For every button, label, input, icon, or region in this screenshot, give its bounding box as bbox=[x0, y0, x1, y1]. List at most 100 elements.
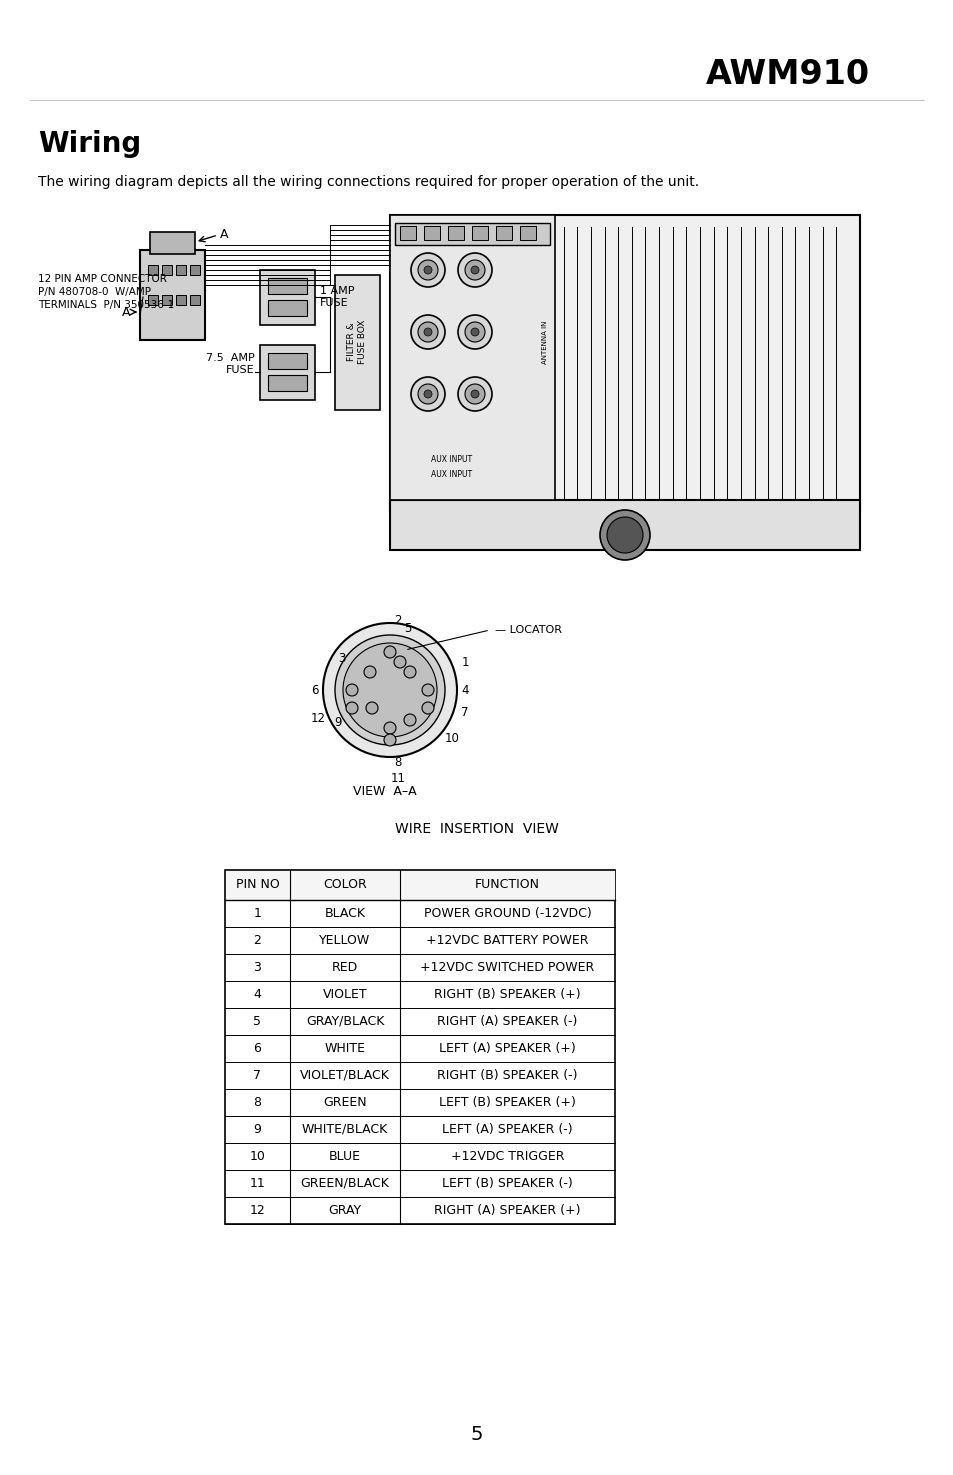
Circle shape bbox=[471, 266, 478, 274]
Text: 5: 5 bbox=[253, 1015, 261, 1028]
Text: The wiring diagram depicts all the wiring connections required for proper operat: The wiring diagram depicts all the wirin… bbox=[38, 176, 699, 189]
Bar bbox=[148, 266, 158, 274]
Text: 10: 10 bbox=[250, 1150, 265, 1162]
Circle shape bbox=[411, 316, 444, 350]
Text: 9: 9 bbox=[334, 715, 341, 729]
Circle shape bbox=[464, 322, 484, 342]
Bar bbox=[390, 215, 555, 500]
Bar bbox=[390, 215, 859, 510]
Bar bbox=[190, 266, 200, 274]
Bar bbox=[190, 295, 200, 305]
Text: +12VDC SWITCHED POWER: +12VDC SWITCHED POWER bbox=[420, 962, 594, 974]
Text: 3: 3 bbox=[253, 962, 261, 974]
Bar bbox=[225, 870, 615, 900]
Text: 6: 6 bbox=[311, 683, 318, 696]
Text: RIGHT (A) SPEAKER (+): RIGHT (A) SPEAKER (+) bbox=[434, 1204, 580, 1217]
Text: 11: 11 bbox=[390, 771, 405, 785]
Text: 7: 7 bbox=[460, 705, 468, 718]
Text: AUX INPUT: AUX INPUT bbox=[431, 471, 472, 479]
Text: +12VDC BATTERY POWER: +12VDC BATTERY POWER bbox=[426, 934, 588, 947]
Bar bbox=[148, 295, 158, 305]
Text: 8: 8 bbox=[394, 755, 401, 768]
Text: 5: 5 bbox=[470, 1425, 483, 1444]
Circle shape bbox=[411, 254, 444, 288]
Text: GRAY: GRAY bbox=[328, 1204, 361, 1217]
Text: Wiring: Wiring bbox=[38, 130, 141, 158]
Text: VIEW  A–A: VIEW A–A bbox=[353, 785, 416, 798]
Circle shape bbox=[457, 378, 492, 412]
Circle shape bbox=[346, 684, 357, 696]
Bar bbox=[260, 270, 314, 324]
Bar bbox=[260, 345, 314, 400]
Text: WHITE/BLACK: WHITE/BLACK bbox=[301, 1122, 388, 1136]
Text: 11: 11 bbox=[250, 1177, 265, 1190]
Text: 7: 7 bbox=[253, 1069, 261, 1083]
Circle shape bbox=[423, 389, 432, 398]
Text: BLUE: BLUE bbox=[329, 1150, 360, 1162]
Circle shape bbox=[346, 702, 357, 714]
Bar bbox=[268, 375, 307, 391]
Text: 1: 1 bbox=[460, 655, 468, 668]
Text: VIOLET/BLACK: VIOLET/BLACK bbox=[300, 1069, 390, 1083]
Text: 10: 10 bbox=[444, 732, 459, 745]
Bar bbox=[162, 295, 172, 305]
Text: RED: RED bbox=[332, 962, 357, 974]
Bar bbox=[390, 500, 859, 550]
Text: GREEN/BLACK: GREEN/BLACK bbox=[300, 1177, 389, 1190]
Circle shape bbox=[364, 667, 375, 678]
Text: 7.5  AMP
FUSE: 7.5 AMP FUSE bbox=[206, 353, 254, 375]
Bar bbox=[496, 226, 512, 240]
Circle shape bbox=[457, 254, 492, 288]
Text: COLOR: COLOR bbox=[323, 879, 367, 891]
Text: LEFT (A) SPEAKER (-): LEFT (A) SPEAKER (-) bbox=[442, 1122, 572, 1136]
Bar bbox=[225, 870, 615, 1224]
Bar bbox=[395, 223, 550, 245]
Text: LEFT (B) SPEAKER (+): LEFT (B) SPEAKER (+) bbox=[438, 1096, 576, 1109]
Text: FILTER &
FUSE BOX: FILTER & FUSE BOX bbox=[347, 320, 366, 364]
Text: 9: 9 bbox=[253, 1122, 261, 1136]
Bar bbox=[150, 232, 194, 254]
Text: PIN NO: PIN NO bbox=[235, 879, 279, 891]
Text: POWER GROUND (-12VDC): POWER GROUND (-12VDC) bbox=[423, 907, 591, 920]
Text: AWM910: AWM910 bbox=[705, 58, 869, 91]
Circle shape bbox=[599, 510, 649, 560]
Bar bbox=[268, 353, 307, 369]
Bar bbox=[162, 266, 172, 274]
Text: GREEN: GREEN bbox=[323, 1096, 366, 1109]
Circle shape bbox=[384, 735, 395, 746]
Text: BLACK: BLACK bbox=[324, 907, 365, 920]
Text: +12VDC TRIGGER: +12VDC TRIGGER bbox=[450, 1150, 563, 1162]
Circle shape bbox=[471, 389, 478, 398]
Circle shape bbox=[471, 327, 478, 336]
Bar bbox=[519, 226, 536, 240]
Text: A: A bbox=[121, 305, 130, 319]
Bar bbox=[140, 249, 205, 341]
Circle shape bbox=[394, 656, 406, 668]
Text: 3: 3 bbox=[338, 652, 345, 665]
Circle shape bbox=[335, 636, 444, 745]
Text: 1: 1 bbox=[253, 907, 261, 920]
Text: 2: 2 bbox=[253, 934, 261, 947]
Text: RIGHT (B) SPEAKER (-): RIGHT (B) SPEAKER (-) bbox=[436, 1069, 578, 1083]
Text: A: A bbox=[220, 229, 229, 242]
Text: 12: 12 bbox=[250, 1204, 265, 1217]
Circle shape bbox=[457, 316, 492, 350]
Bar bbox=[268, 277, 307, 294]
Text: FUNCTION: FUNCTION bbox=[475, 879, 539, 891]
Bar bbox=[448, 226, 463, 240]
Text: 6: 6 bbox=[253, 1041, 261, 1055]
Text: VIOLET: VIOLET bbox=[322, 988, 367, 1002]
Circle shape bbox=[411, 378, 444, 412]
Text: 4: 4 bbox=[253, 988, 261, 1002]
Circle shape bbox=[417, 384, 437, 404]
Bar bbox=[399, 226, 416, 240]
Circle shape bbox=[403, 667, 416, 678]
Text: 2: 2 bbox=[394, 614, 401, 627]
Text: 12: 12 bbox=[310, 711, 325, 724]
Circle shape bbox=[417, 260, 437, 280]
Circle shape bbox=[384, 721, 395, 735]
Circle shape bbox=[464, 384, 484, 404]
Text: 4: 4 bbox=[460, 683, 468, 696]
Text: WHITE: WHITE bbox=[324, 1041, 365, 1055]
Circle shape bbox=[343, 643, 436, 738]
